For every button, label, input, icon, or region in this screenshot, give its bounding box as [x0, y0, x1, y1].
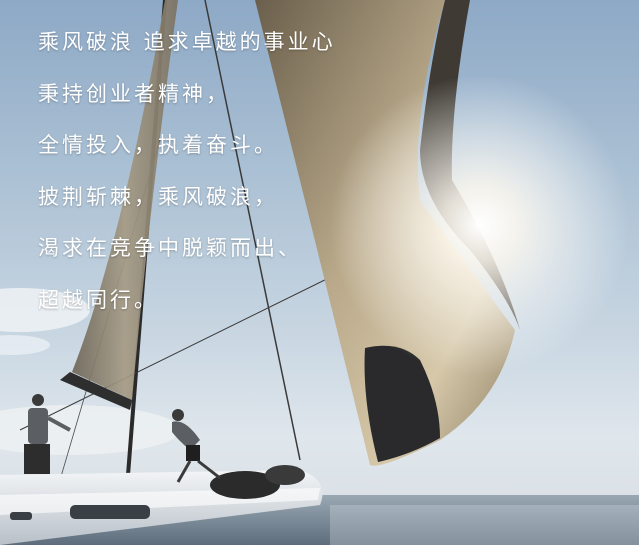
mainsail: [72, 0, 178, 400]
slogan-line: 秉持创业者精神，: [38, 81, 230, 106]
sheet-line: [19, 269, 346, 431]
sun-glare: [330, 75, 630, 375]
slogan-line: 乘风破浪 追求卓越的事业心: [38, 30, 336, 54]
cabin-window: [70, 505, 150, 519]
winch: [265, 465, 305, 485]
slogan-line: 全情投入，执着奋斗。: [38, 133, 278, 157]
slogan-line: 超越同行。: [38, 287, 158, 312]
boom: [60, 372, 132, 410]
crew-member-center: [172, 409, 221, 483]
crew-member-left: [24, 394, 71, 474]
cloud: [0, 335, 50, 355]
sail-dark-panel: [364, 345, 440, 462]
slogan-line: 披荆斩棘，乘风破浪，: [38, 184, 278, 209]
sea-glare: [330, 505, 639, 545]
slogan-line: 渴求在竞争中脱颖而出、: [38, 236, 302, 260]
stay-line: [204, 0, 301, 461]
slogan-text-block: 乘风破浪 追求卓越的事业心 秉持创业者精神， 全情投入，执着奋斗。 披荆斩棘，乘…: [38, 30, 458, 339]
cloud: [0, 288, 90, 332]
winch-cluster: [210, 471, 280, 499]
porthole: [10, 512, 32, 520]
